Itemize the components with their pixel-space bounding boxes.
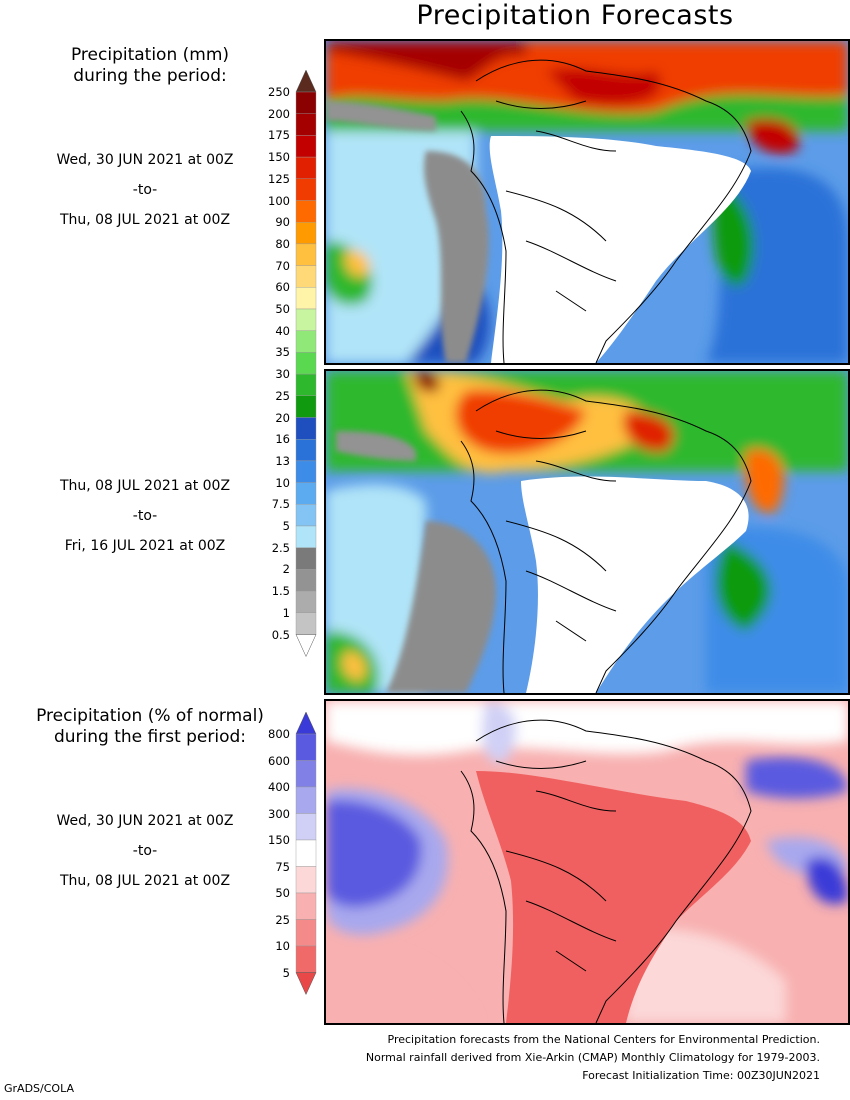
mm-colorbar-segment	[295, 504, 317, 527]
mm-colorbar-tick-label: 1	[282, 605, 290, 620]
page-title: Precipitation Forecasts	[416, 0, 734, 31]
mm-colorbar-tick-label: 2	[282, 562, 290, 577]
mm-colorbar-tick-label: 0.5	[271, 627, 290, 642]
pct-colorbar-tick-label: 25	[275, 912, 290, 927]
pct-colorbar-segment	[295, 786, 317, 814]
pct-colorbar-segment	[295, 733, 317, 761]
mm-colorbar-segment	[295, 373, 317, 397]
period3-start: Wed, 30 JUN 2021 at 00Z	[56, 813, 234, 829]
mm-colorbar-segment	[295, 439, 317, 462]
mm-colorbar-segment	[295, 590, 317, 613]
precip-mm-heading: Precipitation (mm) during the period:	[40, 45, 260, 87]
mm-colorbar-tick-label: 35	[275, 345, 290, 360]
mm-colorbar-segment	[295, 265, 317, 288]
pct-colorbar-cap-top	[295, 712, 317, 735]
mm-colorbar-cap-top	[295, 70, 317, 93]
mm-colorbar-segment	[295, 308, 317, 331]
period3-separator: -to-	[132, 843, 158, 859]
mm-colorbar-tick-label: 20	[275, 410, 290, 425]
mm-colorbar-tick-label: 10	[275, 475, 290, 490]
mm-colorbar-segment	[295, 612, 317, 635]
mm-colorbar-tick-label: 125	[268, 171, 290, 186]
mm-colorbar-cap-bottom	[295, 634, 317, 658]
pct-colorbar-tick-label: 150	[268, 833, 290, 847]
mm-colorbar-tick-label: 200	[268, 106, 290, 121]
mm-colorbar-tick-label: 175	[268, 128, 290, 143]
mm-colorbar-segment	[295, 395, 317, 418]
pct-colorbar-cap-bottom	[295, 972, 317, 996]
pct-colorbar-tick-label: 400	[268, 780, 290, 794]
mm-colorbar-tick-label: 80	[275, 236, 290, 251]
mm-colorbar-segment	[295, 547, 317, 570]
precip-mm-heading-line1: Precipitation (mm)	[70, 45, 230, 65]
pct-colorbar-tick-label: 300	[268, 806, 290, 821]
mm-colorbar-segment	[295, 417, 317, 440]
period2-end: Fri, 16 JUL 2021 at 00Z	[64, 538, 226, 554]
pct-colorbar-tick-label: 600	[268, 753, 290, 768]
mm-colorbar-segment	[295, 91, 317, 114]
mm-colorbar-segment	[295, 156, 317, 179]
precip-pct-heading-line2: during the first period:	[53, 727, 247, 747]
mm-colorbar-tick-label: 60	[275, 280, 290, 295]
pct-colorbar-segment	[295, 760, 317, 788]
mm-colorbar-tick-label: 40	[275, 323, 290, 338]
mm-colorbar-tick-label: 25	[275, 388, 290, 403]
precip-pct-heading: Precipitation (% of normal) during the f…	[10, 706, 290, 748]
precip-map-period2	[324, 369, 850, 695]
mm-colorbar-segment	[295, 243, 317, 266]
mm-colorbar-tick-label: 5	[282, 519, 290, 533]
mm-colorbar-segment	[295, 569, 317, 592]
period1-end: Thu, 08 JUL 2021 at 00Z	[59, 212, 231, 228]
mm-colorbar-tick-label: 1.5	[271, 584, 290, 599]
pct-colorbar-segment	[295, 866, 317, 894]
period2-separator: -to-	[132, 508, 158, 524]
period1-separator: -to-	[132, 182, 158, 198]
mm-colorbar-segment	[295, 200, 317, 223]
mm-colorbar-tick-label: 150	[268, 150, 290, 165]
mm-colorbar-tick-label: 2.5	[271, 540, 290, 555]
mm-colorbar-segment	[295, 221, 317, 245]
mm-colorbar-segment	[295, 113, 317, 136]
pct-colorbar-tick-label: 75	[275, 859, 290, 874]
pct-colorbar-segment	[295, 919, 317, 947]
mm-colorbar-tick-label: 90	[275, 215, 290, 230]
pct-colorbar-segment	[295, 839, 317, 867]
precip-pct-heading-line1: Precipitation (% of normal)	[36, 706, 264, 726]
mm-colorbar-segment	[295, 330, 317, 353]
mm-colorbar-segment	[295, 525, 317, 548]
software-credit: GrADS/COLA	[4, 1082, 74, 1095]
mm-colorbar-segment	[295, 352, 317, 375]
mm-colorbar-tick-label: 100	[268, 193, 290, 208]
pct-colorbar-tick-label: 50	[275, 886, 290, 900]
mm-colorbar-tick-label: 13	[275, 453, 290, 468]
mm-colorbar-tick-label: 16	[275, 432, 290, 447]
period1-start: Wed, 30 JUN 2021 at 00Z	[56, 152, 234, 168]
precip-mm-heading-line2: during the period:	[73, 66, 227, 86]
mm-colorbar-tick-label: 50	[275, 302, 290, 316]
pct-colorbar-tick-label: 5	[282, 965, 290, 980]
mm-colorbar-segment	[295, 178, 317, 201]
precip-pct-colorbar	[295, 712, 317, 996]
mm-colorbar-segment	[295, 460, 317, 483]
pct-colorbar-tick-label: 10	[275, 939, 290, 953]
mm-colorbar-segment	[295, 482, 317, 505]
mm-colorbar-tick-label: 70	[275, 258, 290, 273]
period2-start: Thu, 08 JUL 2021 at 00Z	[59, 478, 231, 494]
mm-colorbar-tick-label: 7.5	[271, 497, 290, 512]
mm-colorbar-tick-label: 250	[268, 85, 290, 99]
precip-pct-normal-map	[324, 699, 850, 1025]
footnote-source: Precipitation forecasts from the Nationa…	[387, 1033, 821, 1046]
period3-end: Thu, 08 JUL 2021 at 00Z	[59, 873, 231, 889]
pct-colorbar-segment	[295, 892, 317, 920]
footnote-climatology: Normal rainfall derived from Xie-Arkin (…	[365, 1051, 820, 1064]
pct-colorbar-tick-label: 800	[268, 727, 290, 741]
mm-colorbar-segment	[295, 287, 317, 310]
pct-colorbar-segment	[295, 813, 317, 841]
footnote-init-time: Forecast Initialization Time: 00Z30JUN20…	[582, 1069, 820, 1082]
precip-map-period1	[324, 39, 850, 365]
pct-colorbar-segment	[295, 945, 317, 973]
precip-mm-colorbar	[295, 70, 317, 658]
mm-colorbar-tick-label: 30	[275, 367, 290, 382]
mm-colorbar-segment	[295, 135, 317, 158]
